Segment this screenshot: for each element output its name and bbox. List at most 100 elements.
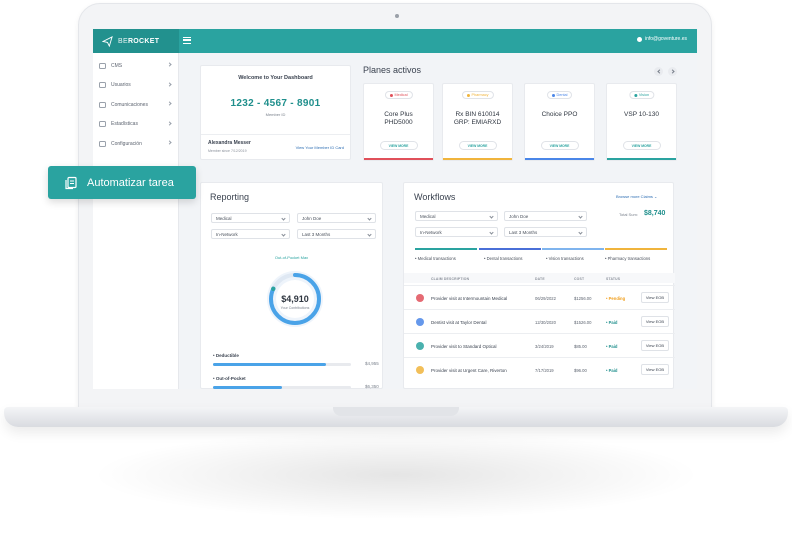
plan-name-line1: Core Plus bbox=[384, 111, 413, 118]
plan-tag-label: Dental bbox=[556, 93, 568, 97]
plan-dot bbox=[551, 93, 555, 97]
claim-cost: $85.00 bbox=[574, 344, 587, 349]
user-icon bbox=[636, 36, 642, 42]
plan-tag: Medical bbox=[384, 91, 413, 99]
chevron-right-icon bbox=[167, 120, 172, 126]
claim-description: Provider visit at Urgent Care, Riverton bbox=[431, 368, 507, 373]
table-row[interactable]: Provider visit to Standard Optical 3/24/… bbox=[404, 333, 675, 357]
chevron-right-icon bbox=[167, 140, 172, 145]
wf-coverage-select[interactable]: Medical bbox=[415, 211, 498, 221]
view-eob-button[interactable]: View EOB bbox=[641, 292, 669, 303]
donut-value: $4,910 bbox=[281, 294, 309, 304]
chevron-right-icon bbox=[167, 62, 172, 67]
workflows-title: Workflows bbox=[414, 192, 456, 202]
oop-value: $6,350 bbox=[365, 384, 379, 389]
member-select[interactable]: John Doe bbox=[297, 213, 376, 223]
sidebar-item-label: Estadísticas bbox=[111, 121, 138, 128]
sidebar-item-usuarios[interactable]: Usuarios bbox=[93, 76, 178, 96]
claim-status: • Pending bbox=[606, 296, 626, 301]
stats-icon bbox=[99, 121, 106, 128]
table-row[interactable]: Dentist visit at Taylor Dental 12/30/202… bbox=[404, 309, 675, 333]
brand-logo[interactable]: BEROCKET bbox=[93, 29, 179, 53]
col-status: STATUS bbox=[606, 277, 621, 281]
plan-dot bbox=[633, 93, 637, 97]
divider bbox=[201, 134, 350, 135]
tab-pharmacy[interactable]: • Pharmacy transactions bbox=[605, 256, 651, 261]
tab-dental[interactable]: • Dental transactions bbox=[484, 256, 523, 261]
sidebar-item-estadisticas[interactable]: Estadísticas bbox=[93, 115, 178, 135]
plan-name: VSP 10-130 bbox=[607, 111, 676, 119]
claim-status: • Paid bbox=[606, 320, 618, 325]
chevron-right-icon[interactable] bbox=[668, 67, 677, 76]
cms-icon bbox=[99, 62, 106, 69]
chevron-down-icon: ⌄ bbox=[654, 194, 658, 199]
chevron-left-icon[interactable] bbox=[654, 67, 663, 76]
tab-label: Vision transactions bbox=[548, 256, 584, 261]
oop-fill bbox=[213, 386, 282, 389]
sidebar-item-cms[interactable]: CMS bbox=[93, 56, 178, 76]
plan-color-bar bbox=[443, 158, 512, 160]
donut-center bbox=[276, 280, 314, 318]
chevron-right-icon bbox=[167, 101, 172, 106]
menu-icon[interactable] bbox=[183, 37, 191, 44]
gear-icon bbox=[99, 140, 106, 147]
browse-claims-link[interactable]: Browse more Claims ⌄ bbox=[616, 194, 657, 199]
paper-plane-icon bbox=[102, 35, 113, 47]
reporting-card: Reporting Medical John Doe In-Network La… bbox=[200, 182, 383, 389]
users-icon bbox=[99, 82, 106, 89]
claim-cost: $1256.00 bbox=[574, 296, 592, 301]
tab-label: Medical transactions bbox=[417, 256, 456, 261]
browse-claims-label: Browse more Claims bbox=[616, 194, 653, 199]
col-description: CLAIM DESCRIPTION bbox=[431, 277, 470, 281]
view-eob-button[interactable]: View EOB bbox=[641, 364, 669, 375]
view-more-button[interactable]: VIEW MORE bbox=[622, 141, 661, 150]
topbar: BEROCKET info@goventure.es bbox=[93, 29, 697, 53]
workflows-card: Workflows Browse more Claims ⌄ Medical J… bbox=[403, 182, 675, 389]
view-eob-button[interactable]: View EOB bbox=[641, 316, 669, 327]
view-eob-button[interactable]: View EOB bbox=[641, 340, 669, 351]
sidebar-item-configuracion[interactable]: Configuración bbox=[93, 134, 178, 154]
claim-status: • Paid bbox=[606, 344, 618, 349]
view-more-button[interactable]: VIEW MORE bbox=[458, 141, 497, 150]
task-icon bbox=[65, 176, 77, 189]
laptop-base bbox=[4, 407, 788, 427]
tab-medical[interactable]: • Medical transactions bbox=[415, 256, 456, 261]
automate-task-button[interactable]: Automatizar tarea bbox=[48, 166, 196, 199]
automate-task-label: Automatizar tarea bbox=[87, 176, 174, 189]
deductible-label-text: Deductible bbox=[215, 353, 239, 358]
view-more-button[interactable]: VIEW MORE bbox=[540, 141, 579, 150]
network-select[interactable]: In-Network bbox=[211, 229, 290, 239]
period-select[interactable]: Last 3 Months bbox=[297, 229, 376, 239]
deductible-fill bbox=[213, 363, 327, 366]
donut-chart bbox=[267, 271, 323, 327]
reporting-title: Reporting bbox=[210, 192, 250, 202]
member-name: Alexandra Messer bbox=[208, 140, 251, 146]
status-text: Paid bbox=[608, 344, 618, 349]
user-menu[interactable]: info@goventure.es bbox=[636, 36, 687, 42]
deductible-value: $4,955 bbox=[365, 361, 379, 366]
wf-member-select[interactable]: John Doe bbox=[504, 211, 587, 221]
sidebar-item-comunicaciones[interactable]: Comunicaciones bbox=[93, 95, 178, 115]
oop-label: • Out-of-Pocket bbox=[213, 376, 246, 381]
claim-date: 3/24/2019 bbox=[535, 344, 554, 349]
coverage-select[interactable]: Medical bbox=[211, 213, 290, 223]
donut-sub: Your Contributions bbox=[280, 306, 310, 310]
table-row[interactable]: Provider visit at Urgent Care, Riverton … bbox=[404, 357, 675, 381]
view-more-button[interactable]: VIEW MORE bbox=[379, 141, 418, 150]
chat-icon bbox=[99, 101, 106, 108]
plan-card-pharmacy: Pharmacy Rx BIN 610014 GRP: EMIARXD VIEW … bbox=[442, 83, 513, 161]
plan-color-bar bbox=[607, 158, 676, 160]
status-text: Paid bbox=[608, 320, 618, 325]
sidebar-item-label: CMS bbox=[111, 62, 123, 69]
claim-date: 12/30/2020 bbox=[535, 320, 556, 325]
table-row[interactable]: Provider visit at Intermountain Medical … bbox=[404, 285, 675, 309]
plan-name-line2: GRP: EMIARXD bbox=[453, 119, 502, 126]
plan-name-line1: VSP 10-130 bbox=[624, 111, 659, 118]
tab-vision[interactable]: • Vision transactions bbox=[546, 256, 584, 261]
wf-period-select[interactable]: Last 3 Months bbox=[504, 227, 587, 237]
plan-color-bar bbox=[364, 158, 433, 160]
wf-network-select[interactable]: In-Network bbox=[415, 227, 498, 237]
plan-name-line1: Choice PPO bbox=[541, 111, 578, 118]
member-id-card-link[interactable]: View Your Member ID Card bbox=[295, 145, 344, 150]
